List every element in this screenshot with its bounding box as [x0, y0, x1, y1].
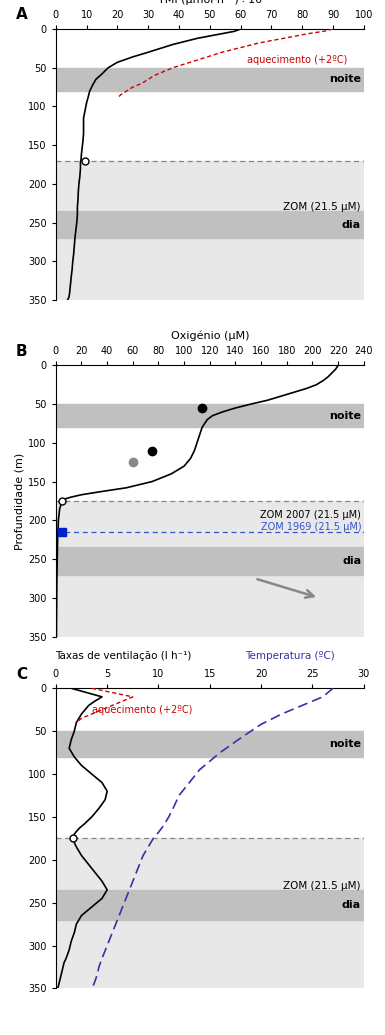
X-axis label: TMI (μmol h⁻¹)÷10: TMI (μmol h⁻¹)÷10 — [158, 0, 262, 5]
Text: ZOM (21.5 μM): ZOM (21.5 μM) — [283, 202, 361, 212]
Text: ZOM 2007 (21.5 μM): ZOM 2007 (21.5 μM) — [260, 510, 361, 520]
Bar — [56, 404, 364, 427]
Bar — [56, 838, 364, 988]
Text: dia: dia — [342, 556, 361, 566]
Bar — [56, 731, 364, 757]
Text: Temperatura (ºC): Temperatura (ºC) — [245, 651, 335, 661]
Bar — [56, 67, 364, 91]
Bar — [56, 548, 364, 574]
Text: noite: noite — [329, 411, 361, 420]
Bar — [56, 160, 364, 300]
Text: B: B — [16, 344, 27, 359]
Text: A: A — [16, 7, 28, 23]
Text: dia: dia — [341, 219, 361, 230]
Bar — [56, 890, 364, 920]
Text: aquecimento (+2ºC): aquecimento (+2ºC) — [92, 705, 192, 715]
Bar — [56, 211, 364, 238]
Text: C: C — [16, 668, 27, 682]
Text: dia: dia — [341, 899, 361, 910]
Text: noite: noite — [329, 75, 361, 84]
Y-axis label: Profundidade (m): Profundidade (m) — [14, 452, 24, 550]
Text: noite: noite — [329, 739, 361, 749]
Bar — [56, 501, 364, 637]
Text: ZOM (21.5 μM): ZOM (21.5 μM) — [283, 881, 361, 890]
X-axis label: Oxigénio (μM): Oxigénio (μM) — [171, 331, 249, 342]
Text: Taxas de ventilação (l h⁻¹): Taxas de ventilação (l h⁻¹) — [55, 651, 192, 661]
Text: ZOM 1969 (21.5 μM): ZOM 1969 (21.5 μM) — [261, 522, 361, 532]
Text: aquecimento (+2ºC): aquecimento (+2ºC) — [247, 55, 347, 65]
